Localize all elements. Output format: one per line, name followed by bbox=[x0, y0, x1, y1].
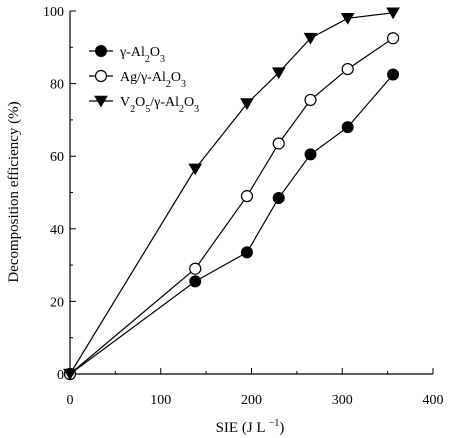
data-point bbox=[63, 368, 77, 381]
x-axis-title: SIE (J L −1) bbox=[216, 418, 285, 436]
legend: γ-Al2O3 Ag/γ-Al2O3 V2O5/γ-Al2O3 bbox=[89, 45, 199, 115]
x-tick-label: 300 bbox=[332, 393, 353, 408]
x-axis-title-main: SIE (J L bbox=[216, 420, 269, 436]
legend-marker bbox=[95, 45, 107, 57]
data-point bbox=[240, 246, 253, 259]
legend-label: γ-Al2O3 bbox=[119, 45, 165, 65]
series-line bbox=[69, 74, 394, 375]
axes: 0 20 40 60 80 100 0 100 200 300 400 bbox=[43, 5, 444, 408]
data-point bbox=[240, 190, 254, 203]
series-layer bbox=[63, 7, 400, 381]
data-point bbox=[341, 62, 354, 76]
data-point bbox=[272, 137, 285, 150]
y-tick-label: 40 bbox=[50, 223, 64, 238]
data-point bbox=[272, 191, 285, 204]
legend-marker bbox=[94, 69, 108, 83]
legend-entry: γ-Al2O3 bbox=[89, 45, 165, 65]
data-point bbox=[386, 32, 400, 45]
x-tick-label: 0 bbox=[67, 393, 74, 408]
series-line bbox=[69, 37, 394, 375]
y-tick-label: 60 bbox=[50, 150, 64, 165]
x-tick-label: 100 bbox=[150, 393, 171, 408]
data-point bbox=[341, 121, 354, 134]
x-tick-label: 400 bbox=[423, 393, 444, 408]
data-point bbox=[189, 262, 202, 275]
legend-label: V2O5/γ-Al2O3 bbox=[120, 95, 199, 115]
x-axis-title-close: ) bbox=[279, 420, 284, 436]
y-tick-label: 0 bbox=[57, 368, 64, 383]
series-0 bbox=[64, 68, 400, 380]
legend-entry: Ag/γ-Al2O3 bbox=[89, 69, 186, 90]
series-1 bbox=[63, 32, 400, 381]
data-point bbox=[188, 163, 203, 176]
data-point bbox=[387, 68, 400, 81]
x-tick-label: 200 bbox=[241, 393, 262, 408]
y-tick-label: 80 bbox=[50, 78, 64, 93]
legend-marker bbox=[94, 95, 108, 108]
legend-label: Ag/γ-Al2O3 bbox=[120, 70, 186, 90]
data-point bbox=[304, 93, 317, 107]
y-tick-label: 20 bbox=[50, 295, 64, 310]
legend-entry: V2O5/γ-Al2O3 bbox=[89, 95, 199, 115]
data-point bbox=[303, 32, 318, 45]
series-2 bbox=[63, 7, 400, 381]
x-axis-title-sup: −1 bbox=[269, 418, 280, 429]
y-axis-title: Decomposition efficiency (%) bbox=[6, 101, 22, 282]
data-point bbox=[271, 67, 286, 80]
data-point bbox=[304, 148, 317, 161]
data-point bbox=[386, 7, 400, 20]
data-point bbox=[189, 275, 202, 288]
data-point bbox=[340, 12, 355, 25]
y-tick-label: 100 bbox=[43, 5, 64, 20]
data-point bbox=[240, 98, 254, 110]
